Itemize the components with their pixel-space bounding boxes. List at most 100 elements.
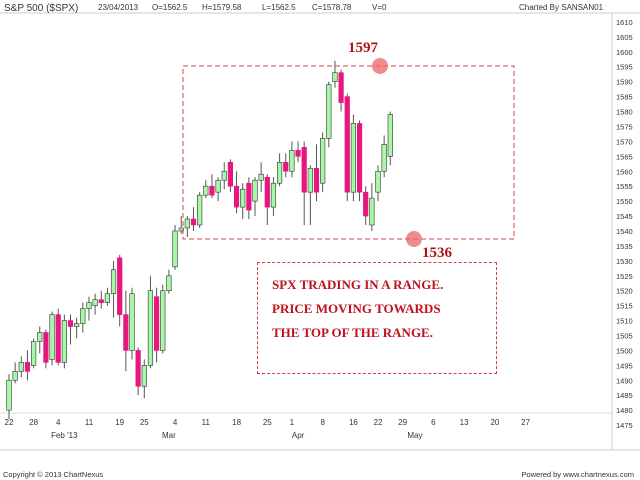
candle-body bbox=[37, 332, 43, 342]
candle-body bbox=[313, 167, 320, 193]
header-volume: V=0 bbox=[372, 3, 387, 12]
price-tick-label: 1490 bbox=[616, 376, 633, 385]
date-tick-label: 1 bbox=[290, 418, 295, 427]
charted-by: Charted By SANSAN01 bbox=[519, 3, 604, 12]
candle-body bbox=[233, 185, 240, 208]
range-high-value: 1597 bbox=[348, 40, 378, 56]
price-tick-label: 1590 bbox=[616, 78, 633, 87]
candle-body bbox=[326, 84, 332, 139]
price-tick-label: 1610 bbox=[616, 18, 633, 27]
candle-body bbox=[154, 296, 160, 351]
candle-body bbox=[190, 218, 197, 226]
note-line-2: PRICE MOVING TOWARDS bbox=[272, 301, 441, 316]
price-tick-label: 1480 bbox=[616, 406, 633, 415]
copyright-text: Copyright © 2013 ChartNexus bbox=[3, 470, 104, 479]
month-label: May bbox=[407, 431, 422, 440]
price-axis-labels: 1475 1480 1485 1490 1495 1500 1505 1510 1515 1520… bbox=[616, 18, 633, 430]
candle-body bbox=[43, 332, 49, 363]
candle-body bbox=[147, 290, 154, 366]
price-tick-label: 1600 bbox=[616, 48, 633, 57]
price-tick-label: 1545 bbox=[616, 212, 633, 221]
date-tick-label: 27 bbox=[521, 418, 530, 427]
month-label: Apr bbox=[292, 431, 305, 440]
price-tick-label: 1475 bbox=[616, 421, 633, 430]
candle-body bbox=[332, 72, 338, 82]
candle-body bbox=[80, 308, 86, 324]
candle-body bbox=[264, 176, 270, 208]
candle-body bbox=[276, 162, 283, 184]
candle-body bbox=[166, 275, 172, 291]
range-box bbox=[182, 65, 515, 240]
date-tick-label: 25 bbox=[263, 418, 272, 427]
annotation-note-box: SPX TRADING IN A RANGE. PRICE MOVING TOW… bbox=[257, 262, 497, 374]
price-tick-label: 1515 bbox=[616, 302, 633, 311]
candle-body bbox=[74, 323, 80, 327]
month-label: Mar bbox=[162, 431, 176, 440]
candle-body bbox=[215, 179, 221, 193]
range-low-value: 1536 bbox=[422, 245, 452, 261]
date-tick-label: 19 bbox=[115, 418, 124, 427]
candle-body bbox=[30, 341, 37, 366]
candle-body bbox=[320, 138, 326, 184]
candle-body bbox=[110, 269, 117, 294]
candle-body bbox=[184, 218, 190, 229]
candle-body bbox=[49, 314, 55, 360]
candle-body bbox=[246, 182, 252, 211]
price-tick-label: 1505 bbox=[616, 332, 633, 341]
note-line-3: THE TOP OF THE RANGE. bbox=[272, 325, 433, 340]
price-tick-label: 1520 bbox=[616, 287, 633, 296]
date-tick-label: 25 bbox=[140, 418, 149, 427]
candle-body bbox=[289, 150, 295, 172]
price-tick-label: 1565 bbox=[616, 152, 633, 161]
price-tick-label: 1560 bbox=[616, 167, 633, 176]
month-label: Feb '13 bbox=[51, 431, 78, 440]
candle-body bbox=[209, 185, 215, 196]
candle-body bbox=[338, 72, 344, 103]
candle-body bbox=[55, 314, 61, 363]
date-tick-label: 16 bbox=[349, 418, 358, 427]
candle-body bbox=[227, 162, 234, 187]
range-low-marker bbox=[406, 231, 422, 247]
date-tick-label: 22 bbox=[5, 418, 14, 427]
candle-body bbox=[197, 194, 203, 226]
symbol-title: S&P 500 ($SPX) bbox=[4, 3, 79, 14]
candle-body bbox=[283, 162, 289, 172]
date-tick-label: 18 bbox=[232, 418, 241, 427]
candle-body bbox=[387, 114, 393, 157]
candle-body bbox=[104, 293, 110, 303]
price-tick-label: 1570 bbox=[616, 137, 633, 146]
price-tick-label: 1510 bbox=[616, 317, 633, 326]
candle-body bbox=[344, 96, 350, 193]
price-tick-label: 1485 bbox=[616, 391, 633, 400]
candle-body bbox=[295, 150, 301, 157]
date-tick-label: 11 bbox=[85, 418, 94, 427]
candle-body bbox=[350, 123, 357, 193]
candle-body bbox=[141, 365, 147, 387]
price-tick-label: 1575 bbox=[616, 123, 633, 132]
candle-body bbox=[24, 362, 31, 372]
price-tick-label: 1580 bbox=[616, 108, 633, 117]
candles-group bbox=[6, 60, 393, 420]
date-tick-label: 8 bbox=[320, 418, 325, 427]
candle-body bbox=[61, 320, 67, 363]
candle-body bbox=[307, 167, 313, 193]
date-tick-label: 6 bbox=[431, 418, 436, 427]
candle-body bbox=[381, 144, 387, 172]
candle-body bbox=[12, 371, 18, 381]
header-date: 23/04/2013 bbox=[98, 3, 139, 12]
candle-body bbox=[172, 230, 178, 268]
candle-body bbox=[369, 197, 375, 226]
header-high: H=1579.58 bbox=[202, 3, 242, 12]
note-line-1: SPX TRADING IN A RANGE. bbox=[272, 277, 444, 292]
candle-body bbox=[98, 299, 104, 303]
candle-body bbox=[129, 293, 135, 351]
date-tick-label: 11 bbox=[202, 418, 211, 427]
date-tick-label: 22 bbox=[374, 418, 383, 427]
candle-body bbox=[135, 350, 141, 387]
candle-body bbox=[240, 188, 246, 208]
candle-body bbox=[221, 170, 227, 181]
candle-body bbox=[123, 314, 129, 351]
price-tick-label: 1525 bbox=[616, 272, 633, 281]
candle-body bbox=[6, 379, 12, 411]
